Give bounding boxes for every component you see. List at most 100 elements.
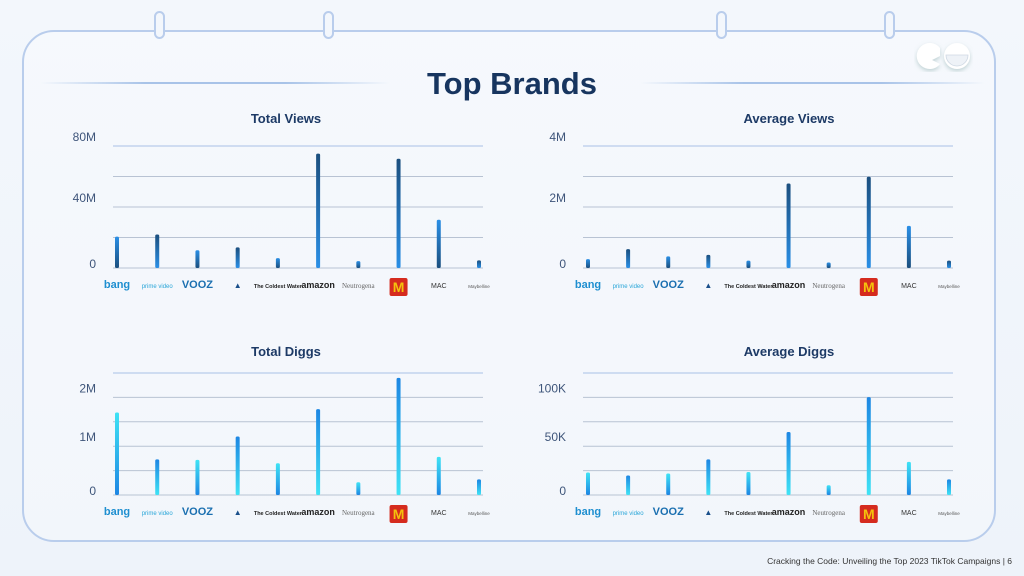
bar — [275, 258, 280, 268]
bar — [906, 461, 911, 495]
page-title: Top Brands — [427, 66, 597, 101]
x-tick-label: bangbang — [575, 279, 601, 291]
y-tick-label: 50K — [545, 430, 566, 444]
y-tick-label: 2M — [549, 191, 566, 205]
bar — [316, 409, 321, 495]
y-tick-label: 0 — [89, 257, 96, 271]
bar — [666, 256, 671, 268]
bar — [706, 254, 711, 268]
x-tick-label: VOOZVOOZ — [653, 279, 684, 291]
x-tick-label: MaybellineMaybelline — [468, 284, 490, 289]
x-tick-label: amazonamazon — [301, 507, 335, 517]
bar — [826, 262, 831, 268]
x-tick-label: MMcDonald's — [393, 506, 405, 522]
bar — [436, 456, 441, 495]
bar — [586, 259, 590, 268]
brand-logo-mcdonalds — [389, 505, 408, 523]
bar — [826, 485, 831, 495]
bar — [356, 482, 361, 495]
y-tick-label: 2M — [79, 381, 96, 395]
x-tick-label: VOOZVOOZ — [653, 506, 684, 518]
binder-ring — [716, 11, 727, 39]
bar — [477, 479, 481, 495]
x-tick-label: bangbang — [575, 506, 601, 518]
footer-text: Cracking the Code: Unveiling the Top 202… — [767, 556, 1012, 566]
brand-logo-mcdonalds — [859, 505, 878, 523]
x-tick-label: prime videoprime video — [142, 284, 174, 290]
brand-logo-mcdonalds — [859, 278, 878, 296]
x-tick-label: prime videoprime video — [613, 284, 645, 290]
bar — [866, 176, 871, 268]
x-tick-label: NeutrogenaNeutrogena — [812, 282, 846, 290]
x-tick-label: The Coldest WaterThe Coldest Water — [254, 511, 303, 517]
x-tick-label: The Coldest WaterThe Coldest Water — [724, 284, 773, 290]
divider — [40, 82, 390, 84]
brand-logo — [916, 43, 970, 69]
x-tick-label: bangbang — [104, 279, 130, 291]
x-tick-label: MaybellineMaybelline — [938, 511, 960, 516]
bar — [356, 261, 361, 268]
divider — [640, 82, 985, 84]
x-tick-label: MaybellineMaybelline — [468, 511, 490, 516]
y-tick-label: 1M — [79, 430, 96, 444]
x-tick-label: amazonamazon — [301, 280, 335, 290]
binder-ring — [154, 11, 165, 39]
x-tick-label: amazonamazon — [772, 280, 806, 290]
bar — [626, 249, 631, 268]
x-tick-label: MMcDonald's — [863, 279, 875, 295]
x-tick-label: VOOZVOOZ — [182, 506, 213, 518]
x-tick-label: NeutrogenaNeutrogena — [342, 282, 376, 290]
x-tick-label: ▲Paramount — [704, 281, 712, 290]
bar — [626, 475, 631, 495]
bar — [115, 236, 119, 268]
y-tick-label: 0 — [559, 257, 566, 271]
chart-total-views: 0 40M 80M bangbang prime videoprime video VOO… — [73, 130, 490, 296]
bar — [396, 158, 401, 268]
brand-logo-mcdonalds — [389, 278, 408, 296]
bar — [115, 412, 119, 495]
bar — [396, 377, 401, 495]
x-tick-label: MMcDonald's — [393, 279, 405, 295]
x-tick-label: ▲Paramount — [234, 508, 242, 517]
x-tick-label: ▲Paramount — [234, 281, 242, 290]
bar — [586, 472, 590, 495]
x-tick-label: MACMAC — [901, 283, 917, 290]
x-tick-label: MACMAC — [431, 510, 447, 517]
bar — [436, 219, 441, 268]
bar — [195, 459, 200, 495]
x-tick-label: The Coldest WaterThe Coldest Water — [724, 511, 773, 517]
bar — [786, 432, 791, 495]
bar — [155, 459, 160, 495]
y-tick-label: 0 — [89, 484, 96, 498]
chart-title: Average Diggs — [743, 344, 835, 359]
chart-title: Average Views — [743, 111, 835, 126]
bar — [666, 473, 671, 495]
bar — [866, 397, 871, 495]
y-tick-label: 0 — [559, 484, 566, 498]
x-tick-label: MACMAC — [901, 510, 917, 517]
x-tick-label: amazonamazon — [772, 507, 806, 517]
bar — [746, 260, 751, 268]
bar — [786, 183, 791, 268]
chart-title: Total Diggs — [251, 344, 321, 359]
bar — [155, 234, 160, 268]
bar — [906, 225, 911, 268]
x-tick-label: ▲Paramount — [704, 508, 712, 517]
bar — [195, 250, 200, 268]
chart-average-views: 0 2M 4M bangbang prime videoprime video VOOZV… — [549, 130, 960, 296]
slide-frame — [22, 30, 996, 542]
chart-title: Total Views — [250, 111, 322, 126]
bar — [706, 459, 711, 495]
x-tick-label: The Coldest WaterThe Coldest Water — [254, 284, 303, 290]
chart-total-diggs: 0 1M 2M bangbang prime videoprime video VOOZV… — [79, 372, 490, 523]
bar — [275, 463, 280, 495]
x-tick-label: NeutrogenaNeutrogena — [342, 509, 376, 517]
bar — [947, 479, 951, 495]
x-tick-label: prime videoprime video — [613, 511, 645, 517]
x-tick-label: bangbang — [104, 506, 130, 518]
binder-ring — [323, 11, 334, 39]
x-tick-label: NeutrogenaNeutrogena — [812, 509, 846, 517]
y-tick-label: 80M — [73, 130, 96, 144]
bar — [235, 247, 240, 268]
